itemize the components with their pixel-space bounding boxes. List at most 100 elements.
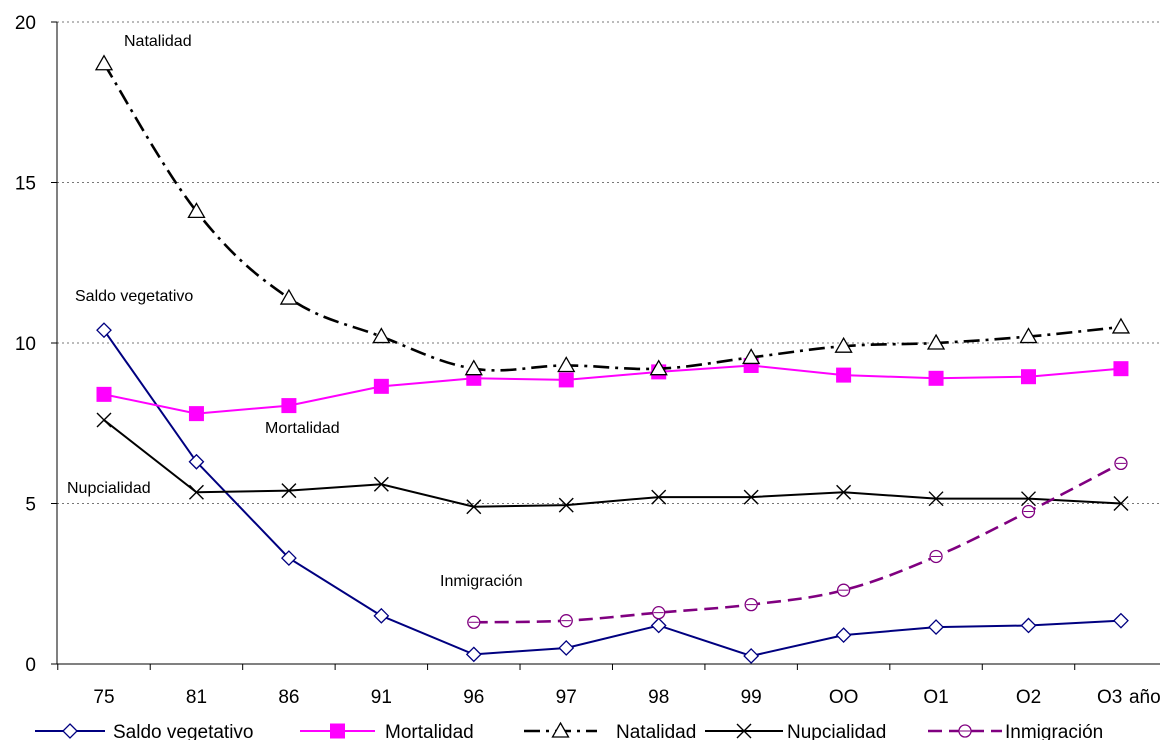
data-point-saldo-vegetativo [1113, 612, 1129, 629]
data-point-inmigracion [744, 597, 758, 612]
data-point-mortalidad [558, 372, 574, 388]
annotation-saldo-vegetativo: Saldo vegetativo [75, 288, 193, 305]
legend-item-mortalidad: Mortalidad [300, 722, 474, 740]
data-point-nupcialidad [188, 484, 204, 500]
y-tick-labels: 0 5 10 15 20 [15, 13, 57, 676]
series-line-inmigracion [473, 462, 1122, 624]
data-point-natalidad [279, 288, 299, 305]
series-line-nupcialidad [103, 419, 1122, 508]
data-point-natalidad [187, 202, 206, 219]
x-tick-label: 91 [371, 687, 392, 708]
x-tick-labels: 75 81 86 91 96 97 98 99 OO O1 O2 O3 años [57, 664, 1160, 708]
legend-item-nupcialidad: Nupcialidad [705, 722, 886, 740]
data-point-natalidad [834, 336, 853, 353]
x-tick-label: 81 [186, 687, 207, 708]
data-point-saldo-vegetativo [373, 607, 390, 624]
data-point-natalidad [742, 348, 761, 365]
data-point-nupcialidad [1021, 491, 1036, 507]
annotations: Natalidad Saldo vegetativo Mortalidad Nu… [67, 33, 523, 590]
legend-marker [330, 723, 345, 739]
data-point-saldo-vegetativo [96, 322, 112, 339]
series-inmigracion [467, 456, 1128, 629]
data-point-inmigracion [467, 615, 481, 629]
x-tick-label: 75 [93, 687, 114, 708]
data-point-inmigracion [559, 614, 573, 628]
data-point-nupcialidad [281, 483, 297, 499]
data-point-inmigracion [836, 583, 851, 597]
data-point-saldo-vegetativo [743, 648, 760, 664]
data-point-saldo-vegetativo [558, 640, 575, 656]
data-point-saldo-vegetativo [188, 453, 205, 470]
data-point-nupcialidad [743, 489, 759, 505]
data-point-saldo-vegetativo [280, 550, 297, 566]
y-tick-label: 15 [15, 174, 36, 195]
x-tick-label: 99 [741, 687, 762, 708]
data-point-mortalidad [373, 378, 389, 394]
annotation-nupcialidad: Nupcialidad [67, 480, 151, 497]
legend-label: Nupcialidad [787, 722, 886, 740]
series-natalidad [94, 54, 1131, 376]
legend: Saldo vegetativo Mortalidad Natalidad Nupci… [35, 721, 1103, 740]
x-tick-label: 98 [648, 687, 669, 708]
data-point-natalidad [1019, 327, 1038, 344]
series [94, 54, 1131, 664]
legend-label: Inmigración [1005, 722, 1103, 740]
series-line-mortalidad [103, 364, 1122, 415]
data-point-natalidad [926, 333, 946, 350]
data-point-natalidad [372, 327, 391, 344]
data-point-mortalidad [836, 367, 852, 383]
y-tick-label: 0 [25, 655, 36, 676]
data-point-inmigracion [1114, 456, 1128, 471]
data-point-nupcialidad [466, 499, 482, 515]
legend-label: Mortalidad [385, 722, 474, 740]
x-tick-label: 96 [463, 687, 484, 708]
x-tick-label: O1 [923, 687, 948, 708]
y-tick-label: 5 [25, 495, 36, 516]
x-tick-label: OO [829, 687, 859, 708]
annotation-natalidad: Natalidad [124, 33, 192, 50]
series-saldo-vegetativo [96, 322, 1129, 664]
data-point-inmigracion [929, 549, 943, 564]
data-point-saldo-vegetativo [835, 627, 852, 644]
data-point-inmigracion [652, 605, 666, 620]
data-point-nupcialidad [836, 484, 852, 500]
x-tick-label: O2 [1016, 687, 1041, 708]
legend-marker [551, 721, 570, 738]
data-point-mortalidad [96, 386, 112, 402]
data-point-nupcialidad [928, 491, 944, 507]
y-tick-label: 10 [15, 334, 36, 355]
data-point-natalidad [94, 54, 114, 71]
data-point-nupcialidad [558, 497, 574, 513]
data-point-saldo-vegetativo [928, 619, 944, 636]
legend-marker [736, 723, 752, 739]
data-point-natalidad [464, 359, 483, 376]
legend-item-saldo-vegetativo: Saldo vegetativo [35, 722, 254, 740]
data-point-nupcialidad [651, 489, 667, 505]
data-point-natalidad [557, 356, 576, 373]
legend-item-inmigracion: Inmigración [928, 722, 1103, 740]
x-unit-label: años [1129, 687, 1160, 708]
data-point-mortalidad [281, 398, 297, 414]
data-point-nupcialidad [1113, 496, 1129, 511]
data-point-natalidad [649, 359, 668, 376]
data-point-nupcialidad [373, 476, 389, 492]
y-tick-label: 20 [15, 13, 36, 34]
data-point-saldo-vegetativo [650, 617, 667, 634]
legend-marker [62, 723, 78, 739]
x-tick-label: 97 [556, 687, 577, 708]
annotation-mortalidad: Mortalidad [265, 420, 340, 437]
legend-label: Natalidad [616, 722, 696, 740]
series-mortalidad [96, 357, 1129, 422]
x-tick-label: O3 [1097, 687, 1122, 708]
data-point-nupcialidad [96, 412, 112, 428]
data-point-mortalidad [188, 406, 204, 422]
gridlines [57, 21, 1160, 504]
data-point-saldo-vegetativo [1020, 617, 1037, 634]
series-nupcialidad [96, 412, 1129, 515]
series-line-natalidad [102, 63, 1122, 372]
data-point-natalidad [1111, 317, 1131, 334]
legend-item-natalidad: Natalidad [524, 721, 696, 740]
annotation-inmigracion: Inmigración [440, 573, 523, 590]
data-point-mortalidad [1113, 361, 1129, 377]
